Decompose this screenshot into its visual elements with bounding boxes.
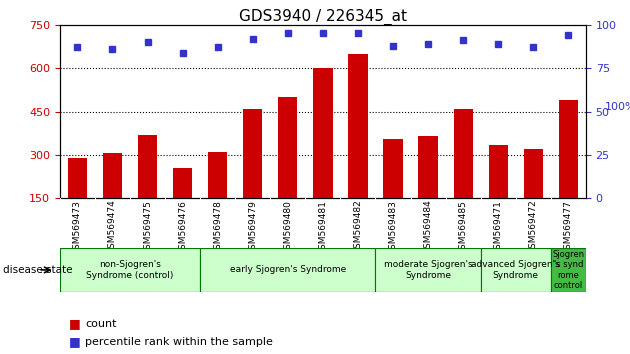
Text: GSM569484: GSM569484 bbox=[423, 200, 433, 255]
Text: GSM569474: GSM569474 bbox=[108, 200, 117, 255]
Bar bbox=[418, 136, 438, 242]
Bar bbox=[348, 54, 367, 242]
Bar bbox=[489, 145, 508, 242]
FancyBboxPatch shape bbox=[481, 248, 551, 292]
Text: GSM569479: GSM569479 bbox=[248, 200, 257, 255]
Text: advanced Sjogren's
Syndrome: advanced Sjogren's Syndrome bbox=[471, 260, 560, 280]
Bar bbox=[313, 68, 333, 242]
Text: GSM569473: GSM569473 bbox=[73, 200, 82, 255]
Text: GSM569481: GSM569481 bbox=[318, 200, 328, 255]
Text: GSM569485: GSM569485 bbox=[459, 200, 467, 255]
Text: GSM569478: GSM569478 bbox=[213, 200, 222, 255]
Text: percentile rank within the sample: percentile rank within the sample bbox=[85, 337, 273, 347]
Text: GSM569482: GSM569482 bbox=[353, 200, 362, 255]
Text: ■: ■ bbox=[69, 335, 81, 348]
Bar bbox=[524, 149, 543, 242]
Text: moderate Sjogren's
Syndrome: moderate Sjogren's Syndrome bbox=[384, 260, 472, 280]
Bar bbox=[384, 139, 403, 242]
Text: GSM569472: GSM569472 bbox=[529, 200, 538, 255]
Bar bbox=[68, 158, 87, 242]
Text: ■: ■ bbox=[69, 318, 81, 330]
Text: GSM569476: GSM569476 bbox=[178, 200, 187, 255]
Text: count: count bbox=[85, 319, 117, 329]
Bar bbox=[559, 100, 578, 242]
Text: Sjogren
's synd
rome
control: Sjogren 's synd rome control bbox=[553, 250, 585, 290]
Text: GSM569471: GSM569471 bbox=[494, 200, 503, 255]
Text: GSM569477: GSM569477 bbox=[564, 200, 573, 255]
FancyBboxPatch shape bbox=[375, 248, 481, 292]
Bar bbox=[454, 109, 472, 242]
Text: GSM569480: GSM569480 bbox=[284, 200, 292, 255]
FancyBboxPatch shape bbox=[551, 248, 586, 292]
Text: non-Sjogren's
Syndrome (control): non-Sjogren's Syndrome (control) bbox=[86, 260, 174, 280]
Text: early Sjogren's Syndrome: early Sjogren's Syndrome bbox=[230, 266, 346, 274]
Text: GSM569475: GSM569475 bbox=[143, 200, 152, 255]
FancyBboxPatch shape bbox=[200, 248, 375, 292]
Bar bbox=[208, 152, 227, 242]
Title: GDS3940 / 226345_at: GDS3940 / 226345_at bbox=[239, 8, 407, 25]
Bar bbox=[243, 109, 262, 242]
Bar bbox=[103, 153, 122, 242]
FancyBboxPatch shape bbox=[60, 248, 200, 292]
Bar bbox=[138, 135, 157, 242]
Bar bbox=[173, 168, 192, 242]
Bar bbox=[278, 97, 297, 242]
Text: GSM569483: GSM569483 bbox=[389, 200, 398, 255]
Y-axis label: 100%: 100% bbox=[605, 102, 630, 112]
Text: disease state: disease state bbox=[3, 265, 72, 275]
